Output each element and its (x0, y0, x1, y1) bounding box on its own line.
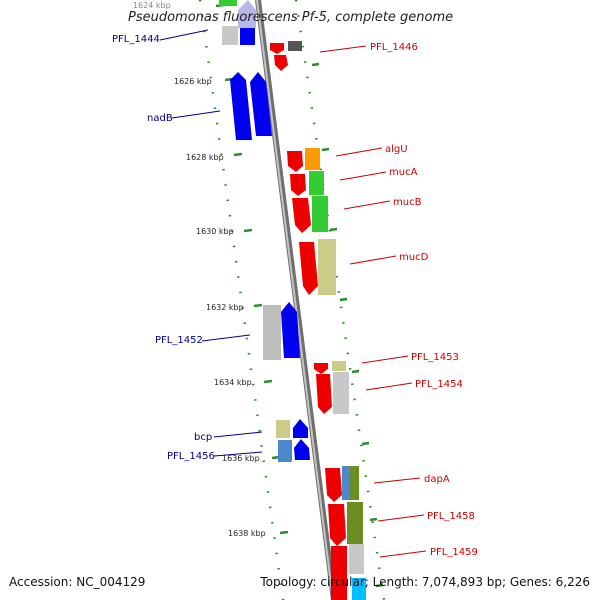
gene-label[interactable]: mucB (393, 197, 422, 208)
gene-block-orange-algu[interactable] (305, 148, 320, 170)
genome-backbone-highlight (256, 0, 334, 600)
leader-pfl1454 (365, 382, 413, 391)
gene-label[interactable]: PFL_1458 (427, 511, 475, 522)
gene-block-grey-pfl1452[interactable] (263, 305, 281, 360)
gene-arrow-muca[interactable] (290, 174, 306, 196)
gene-label[interactable]: PFL_1446 (370, 42, 418, 53)
gene-arrow-mucb[interactable] (292, 198, 311, 233)
gene-arrow-bcp-1[interactable] (293, 419, 308, 438)
leader-dapa (373, 477, 421, 484)
gene-block-light-blue-top[interactable] (238, 0, 256, 28)
gene-label[interactable]: PFL_1456 (167, 451, 215, 462)
leader-pfl1452 (201, 334, 251, 342)
leader-algu (335, 147, 383, 157)
gene-block-grey-pfl1444[interactable] (222, 26, 238, 45)
tick-label: 1626 kbp (174, 77, 212, 86)
gene-label[interactable]: algU (385, 144, 408, 155)
tick-label: 1638 kbp (228, 529, 266, 538)
leader-pfl1446 (319, 45, 367, 53)
gene-label[interactable]: PFL_1454 (415, 379, 463, 390)
gene-block-green-top[interactable] (219, 0, 237, 6)
gene-label[interactable]: mucD (399, 252, 429, 263)
outer-ring-tick-mark (311, 62, 320, 67)
gene-block-grey-pfl1454[interactable] (333, 372, 349, 414)
tick-label: 1628 kbp (186, 153, 224, 162)
gene-arrow-bcp-2[interactable] (294, 439, 310, 460)
gene-arrow-pfl1446-a[interactable] (270, 43, 284, 54)
position-tick-mark (263, 379, 273, 384)
leader-pfl1456 (213, 451, 263, 457)
gene-arrow-pfl1446-b[interactable] (274, 55, 288, 71)
gene-block-steel-dapa[interactable] (342, 466, 351, 500)
gene-block-green-mucb[interactable] (312, 196, 328, 232)
gene-block-grey-pfl1459[interactable] (349, 544, 364, 574)
gene-arrow-nadb-2[interactable] (250, 72, 272, 136)
position-tick-mark (243, 228, 253, 233)
reverse-strand-genes (219, 0, 310, 462)
gene-block-olive-dapa[interactable] (350, 466, 359, 500)
gene-arrow-pfl1454[interactable] (316, 374, 332, 414)
outer-ring-tick-mark (329, 227, 338, 232)
gene-block-olive-pfl1458[interactable] (347, 502, 363, 544)
position-tick-marks (215, 3, 384, 588)
leader-pfl1453 (361, 355, 409, 364)
gene-label[interactable]: PFL_1459 (430, 547, 478, 558)
leader-nadb (171, 110, 221, 119)
gene-block-green-muca[interactable] (309, 171, 324, 195)
outer-ring-tick-mark (369, 517, 378, 522)
gene-arrow-pfl1453[interactable] (314, 363, 328, 374)
tick-label: 1632 kbp (206, 303, 244, 312)
gene-label[interactable]: PFL_1453 (411, 352, 459, 363)
leader-muca (339, 171, 387, 181)
gene-labels: PFL_1444 PFL_1446 nadB algU mucA mucB mu… (112, 34, 478, 558)
gene-label[interactable]: PFL_1444 (112, 34, 160, 45)
leader-pfl1458 (377, 514, 425, 522)
leader-mucb (343, 200, 391, 210)
leader-bcp (213, 431, 263, 438)
gene-block-khaki-bcp[interactable] (276, 420, 290, 438)
position-tick-mark (253, 303, 263, 308)
outer-ring-tick-mark (351, 369, 360, 374)
gene-block-dark-pfl1446[interactable] (288, 41, 302, 51)
gene-block-red-pfl1459[interactable] (331, 546, 347, 600)
leader-mucd (349, 255, 397, 265)
outer-ring-tick-mark (339, 297, 348, 302)
gene-arrow-nadb-1[interactable] (230, 72, 252, 140)
gene-arrow-pfl1452[interactable] (281, 302, 300, 358)
map-title: Pseudomonas fluorescens Pf-5, complete g… (128, 10, 453, 25)
gene-arrow-mucd[interactable] (299, 242, 318, 295)
gene-block-cyan-bottom[interactable] (352, 578, 366, 600)
tick-label: 1630 kbp (196, 227, 234, 236)
tick-label: 1634 kbp (214, 378, 252, 387)
gene-label[interactable]: mucA (389, 167, 418, 178)
gene-block-khaki-mucd[interactable] (318, 239, 336, 295)
leader-pfl1459 (379, 550, 427, 558)
leader-pfl1444 (159, 29, 209, 41)
forward-strand-genes (270, 41, 366, 600)
tick-label: 1636 kbp (222, 454, 260, 463)
position-tick-mark (233, 152, 243, 157)
gene-label[interactable]: nadB (147, 113, 173, 124)
position-tick-mark (279, 530, 289, 535)
gene-arrow-dapa[interactable] (325, 468, 342, 502)
gene-block-khaki-pfl1453[interactable] (332, 361, 346, 371)
accession-label: Accession: NC_004129 (9, 575, 145, 589)
label-leader-lines (159, 29, 427, 558)
gene-label[interactable]: dapA (424, 474, 450, 485)
outer-ring-tick-mark (375, 583, 384, 588)
tick-label: 1624 kbp (133, 1, 171, 10)
gene-arrow-algu[interactable] (287, 151, 303, 172)
gene-block-steel-bcp[interactable] (278, 440, 292, 462)
gene-label[interactable]: bcp (194, 432, 212, 443)
gene-arrow-pfl1458[interactable] (328, 504, 346, 546)
outer-ring-tick-mark (361, 441, 370, 446)
position-tick-labels: 1624 kbp 1626 kbp 1628 kbp 1630 kbp 1632… (133, 1, 266, 538)
outer-ring-tick-mark (321, 147, 330, 152)
genome-summary: Topology: circular; Length: 7,074,893 bp… (259, 575, 590, 589)
gene-label[interactable]: PFL_1452 (155, 335, 203, 346)
